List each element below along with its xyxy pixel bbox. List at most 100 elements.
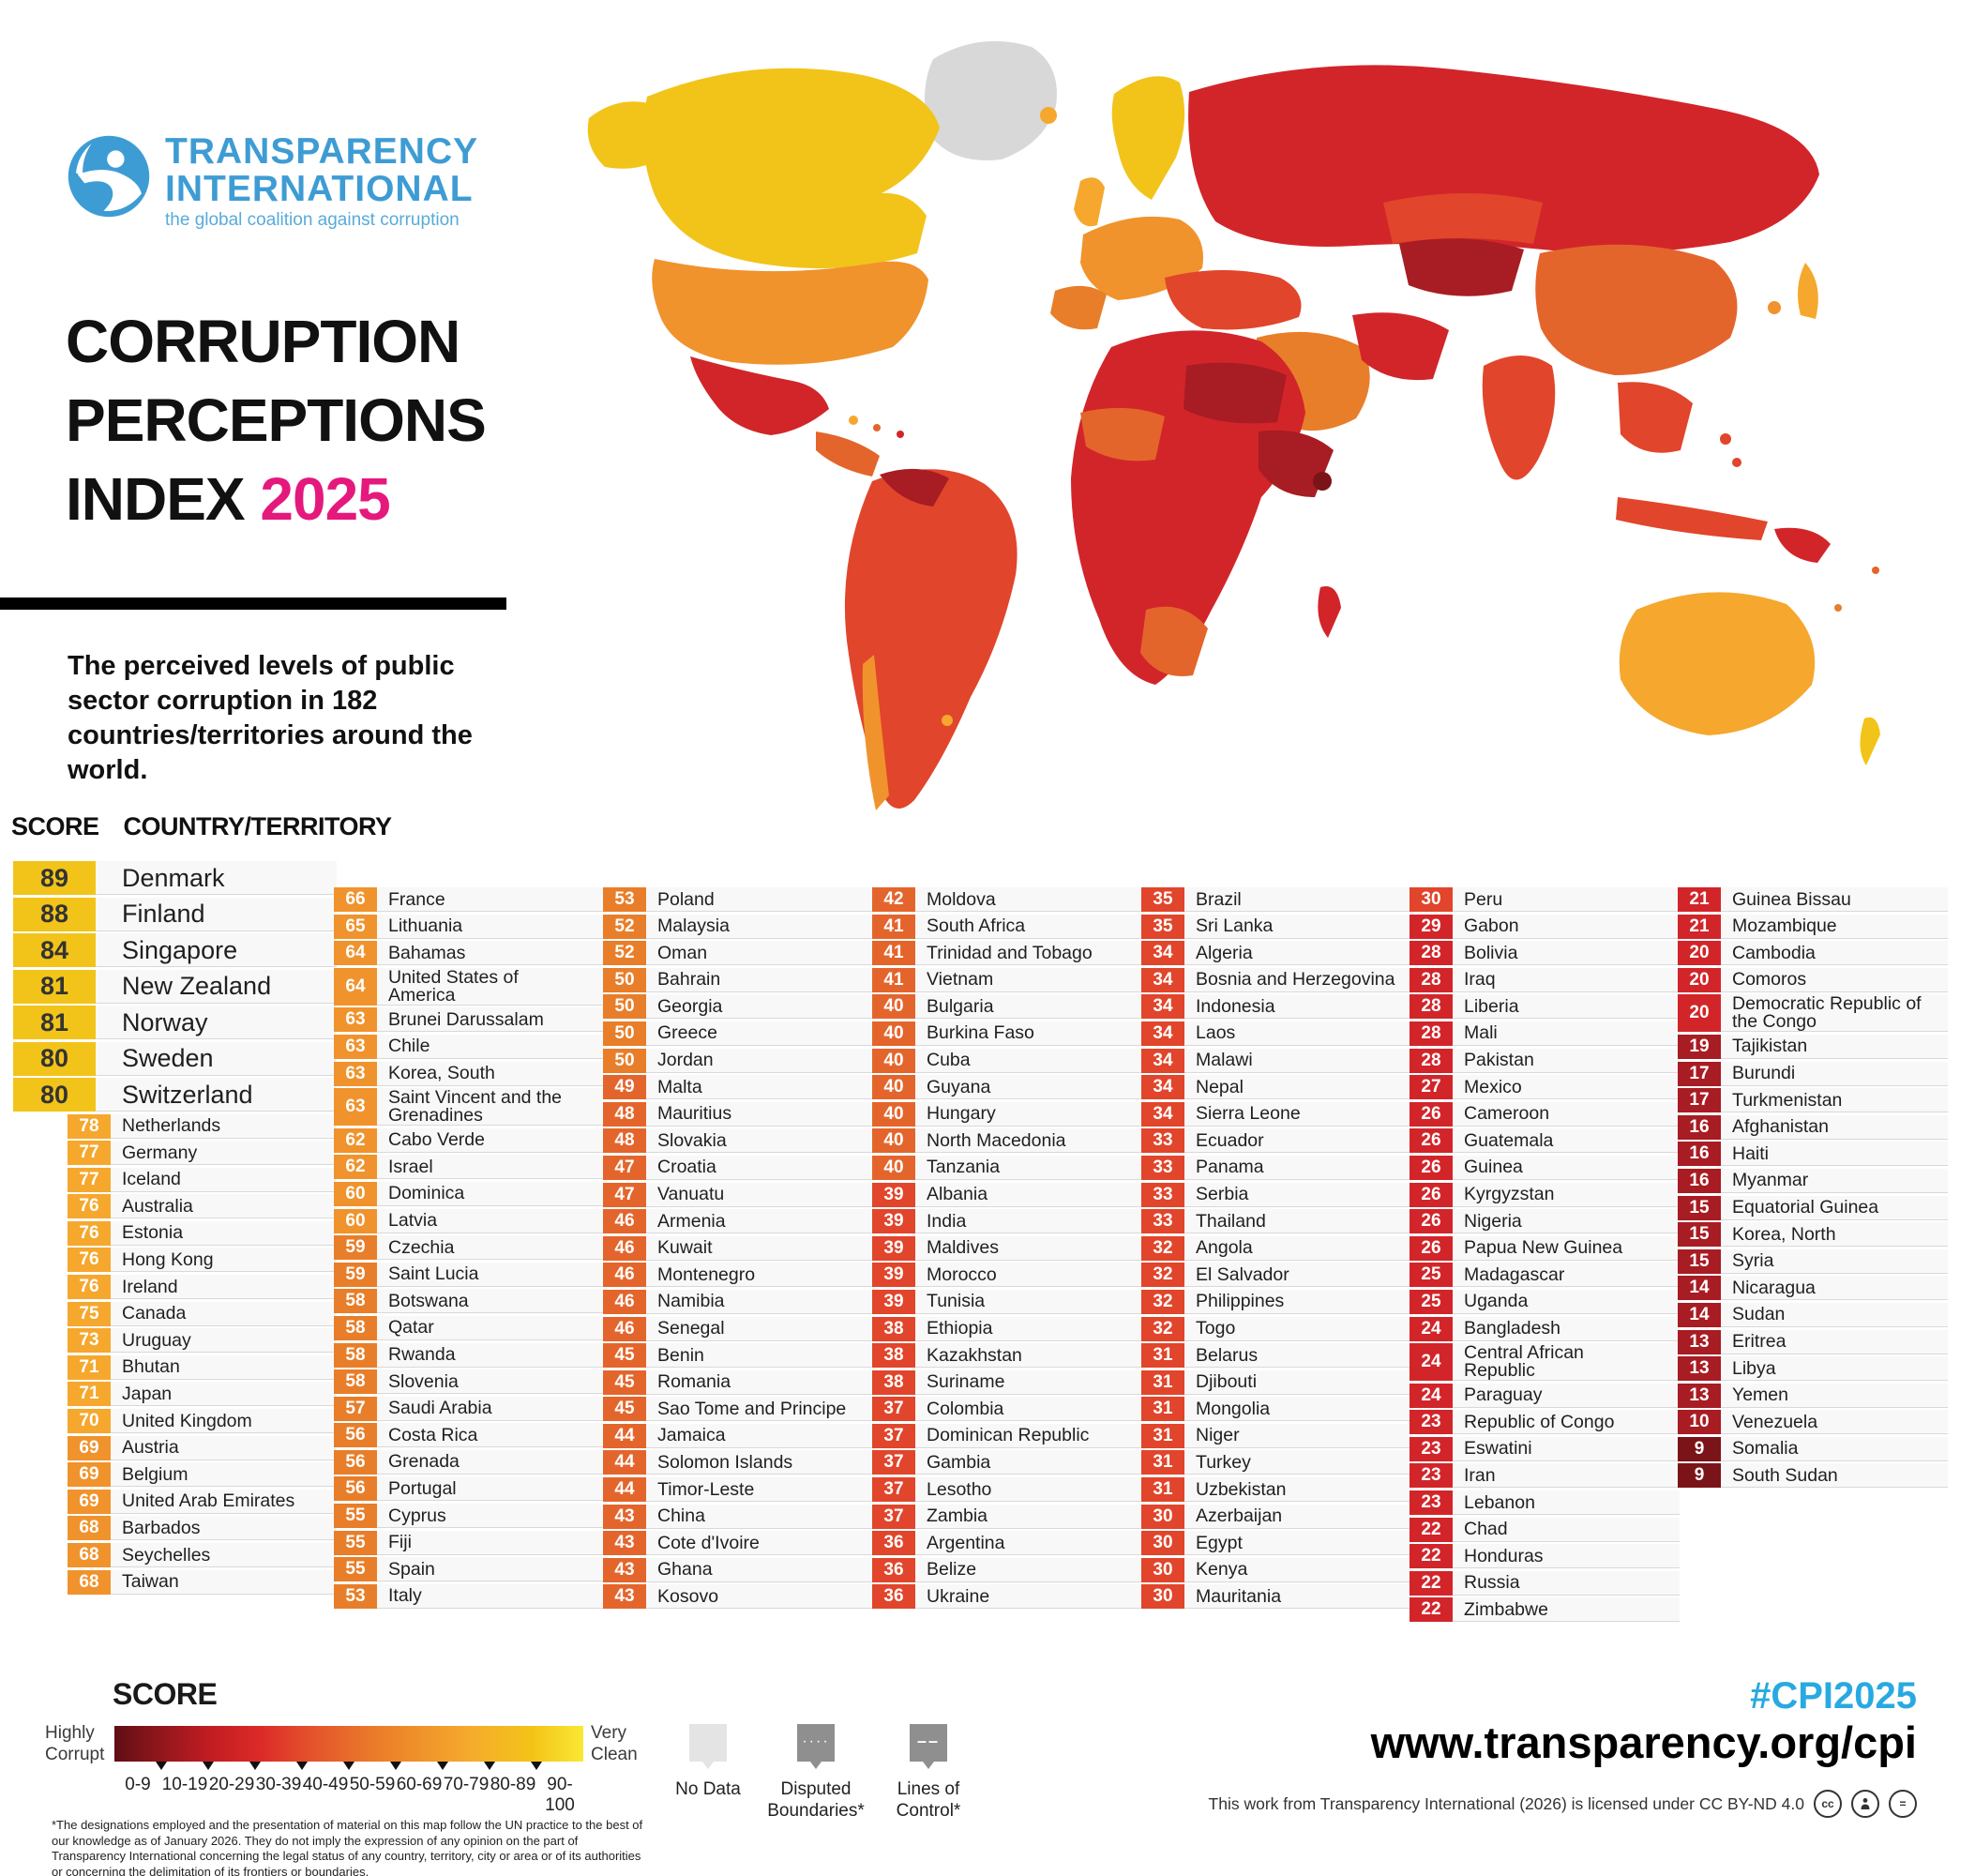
country-name: Yemen xyxy=(1721,1383,1948,1408)
table-row: 13 Libya xyxy=(1678,1356,1948,1382)
country-name: Sweden xyxy=(96,1041,337,1076)
country-name: Gambia xyxy=(915,1450,1142,1475)
table-row: 16 Haiti xyxy=(1678,1142,1948,1167)
country-name: South Sudan xyxy=(1721,1463,1948,1489)
logo-tagline: the global coalition against corruption xyxy=(165,210,460,230)
legend-range-labels: 0-9 10-19 20-29 30-39 40-49 50-59 60-69 70-79 80… xyxy=(114,1775,583,1816)
table-row: 28 Mali xyxy=(1410,1021,1680,1046)
score-badge: 26 xyxy=(1410,1235,1453,1261)
table-row: 39 Albania xyxy=(872,1182,1142,1207)
table-row: 60 Dominica xyxy=(334,1181,604,1206)
country-name: Comoros xyxy=(1721,967,1948,992)
legend-range-label: 60-69 xyxy=(396,1775,443,1794)
table-row: 9 South Sudan xyxy=(1678,1463,1948,1489)
score-badge: 34 xyxy=(1141,941,1184,966)
country-name: Iraq xyxy=(1453,967,1680,992)
country-name: Germany xyxy=(111,1141,337,1166)
table-row: 14 Sudan xyxy=(1678,1302,1948,1327)
table-row: 58 Rwanda xyxy=(334,1342,604,1368)
table-row: 76 Ireland xyxy=(68,1275,337,1300)
table-row: 39 India xyxy=(872,1209,1142,1234)
cpi-url-link[interactable]: www.transparency.org/cpi xyxy=(1370,1717,1917,1767)
table-row: 59 Czechia xyxy=(334,1235,604,1261)
country-name: Latvia xyxy=(377,1208,604,1233)
score-badge: 13 xyxy=(1678,1329,1721,1354)
table-row: 30 Egypt xyxy=(1141,1531,1411,1556)
country-name: Democratic Republic of the Congo xyxy=(1721,994,1948,1033)
table-row: 55 Cyprus xyxy=(334,1504,604,1529)
score-badge: 25 xyxy=(1410,1263,1453,1288)
country-name: Venezuela xyxy=(1721,1410,1948,1435)
country-name: Central African Republic xyxy=(1453,1343,1680,1382)
country-name: Tanzania xyxy=(915,1155,1142,1180)
table-row: 50 Georgia xyxy=(603,994,873,1020)
table-row: 76 Estonia xyxy=(68,1220,337,1246)
table-row: 50 Bahrain xyxy=(603,967,873,992)
country-name: Cameroon xyxy=(1453,1101,1680,1127)
license-line: This work from Transparency Internationa… xyxy=(1148,1790,1917,1818)
country-name: Sierra Leone xyxy=(1184,1101,1411,1127)
table-row: 56 Grenada xyxy=(334,1449,604,1475)
score-badge: 10 xyxy=(1678,1410,1721,1435)
score-badge: 32 xyxy=(1141,1263,1184,1288)
score-badge: 22 xyxy=(1410,1517,1453,1542)
table-row: 40 Tanzania xyxy=(872,1155,1142,1180)
gradient-tick xyxy=(203,1762,214,1770)
table-row: 30 Mauritania xyxy=(1141,1584,1411,1610)
table-row: 45 Sao Tome and Principe xyxy=(603,1397,873,1422)
country-name: Norway xyxy=(96,1006,337,1039)
country-name: Guyana xyxy=(915,1075,1142,1100)
table-row: 39 Maldives xyxy=(872,1235,1142,1261)
map-region-new-zealand xyxy=(1860,717,1880,765)
score-badge: 30 xyxy=(1141,1584,1184,1610)
score-column: 21 Guinea Bissau 21 Mozambique 20 Cambodia 20 C… xyxy=(1678,887,1948,1490)
score-badge: 31 xyxy=(1141,1343,1184,1369)
disputed-swatch: ···· xyxy=(797,1724,835,1769)
country-name: Iceland xyxy=(111,1167,337,1192)
table-row: 76 Hong Kong xyxy=(68,1248,337,1273)
country-name: Burundi xyxy=(1721,1061,1948,1086)
score-badge: 26 xyxy=(1410,1209,1453,1234)
score-badge: 75 xyxy=(68,1301,111,1326)
score-badge: 55 xyxy=(334,1557,377,1582)
country-name: Gabon xyxy=(1453,914,1680,939)
country-name: Dominican Republic xyxy=(915,1423,1142,1448)
score-badge: 59 xyxy=(334,1262,377,1287)
score-badge: 56 xyxy=(334,1449,377,1475)
score-badge: 41 xyxy=(872,967,915,992)
table-row: 84 Singapore xyxy=(13,933,337,967)
map-region-somalia xyxy=(1313,472,1332,491)
table-row: 34 Nepal xyxy=(1141,1075,1411,1100)
hashtag[interactable]: #CPI2025 xyxy=(1750,1675,1917,1717)
legend-range-label: 50-59 xyxy=(349,1775,396,1794)
table-row: 76 Australia xyxy=(68,1194,337,1219)
country-name: Panama xyxy=(1184,1155,1411,1180)
country-name: Belgium xyxy=(111,1462,337,1488)
cc-icon: cc xyxy=(1814,1790,1842,1818)
country-name: Cote d'Ivoire xyxy=(646,1531,873,1556)
score-badge: 39 xyxy=(872,1263,915,1288)
score-badge: 40 xyxy=(872,1021,915,1046)
table-row: 69 Belgium xyxy=(68,1462,337,1488)
map-region-china xyxy=(1535,244,1738,375)
table-row: 29 Gabon xyxy=(1410,914,1680,939)
map-region-papua-new-guinea xyxy=(1774,527,1831,563)
score-badge: 28 xyxy=(1410,994,1453,1020)
score-badge: 80 xyxy=(13,1041,96,1076)
score-column: 89 Denmark 88 Finland 84 Singapore 81 New Zeala… xyxy=(13,861,337,1596)
score-badge: 44 xyxy=(603,1423,646,1448)
table-row: 40 Guyana xyxy=(872,1075,1142,1100)
score-badge: 44 xyxy=(603,1477,646,1503)
table-row: 33 Ecuador xyxy=(1141,1128,1411,1154)
map-region-southeast-asia xyxy=(1618,382,1693,453)
score-badge: 40 xyxy=(872,1155,915,1180)
score-column: 42 Moldova 41 South Africa 41 Trinidad and To… xyxy=(872,887,1142,1611)
country-name: Albania xyxy=(915,1182,1142,1207)
gradient-tick xyxy=(343,1762,354,1770)
country-name: Tunisia xyxy=(915,1289,1142,1314)
country-name: Australia xyxy=(111,1194,337,1219)
score-badge: 45 xyxy=(603,1343,646,1369)
map-region-venezuela xyxy=(880,468,949,507)
table-row: 68 Taiwan xyxy=(68,1569,337,1595)
table-row: 28 Bolivia xyxy=(1410,941,1680,966)
